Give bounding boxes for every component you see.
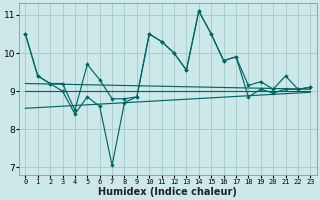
X-axis label: Humidex (Indice chaleur): Humidex (Indice chaleur) <box>98 187 237 197</box>
